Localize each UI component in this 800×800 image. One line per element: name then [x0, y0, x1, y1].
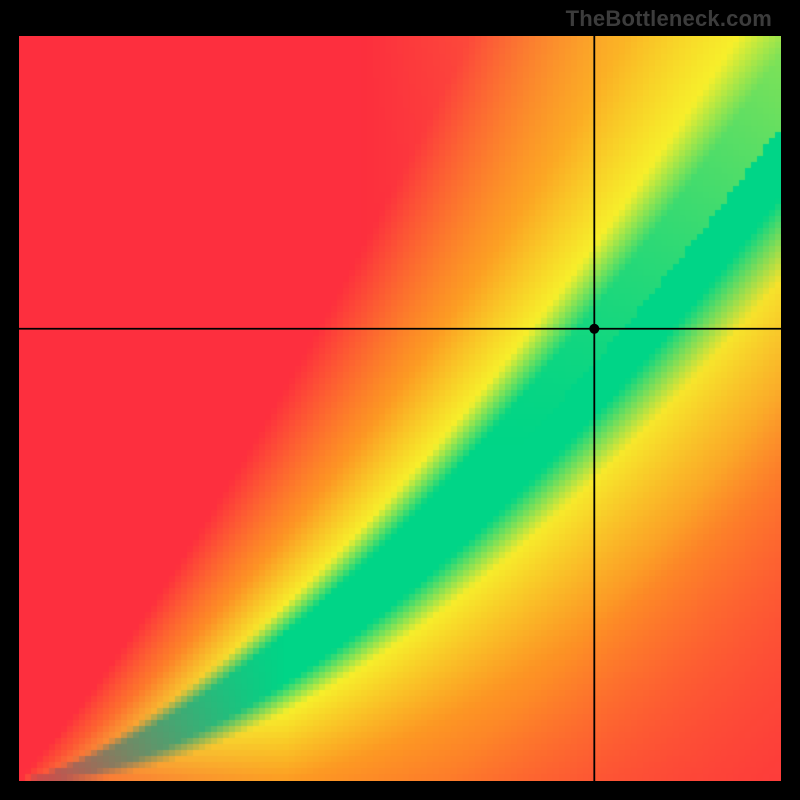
heatmap-canvas — [19, 36, 781, 781]
watermark-text: TheBottleneck.com — [566, 6, 772, 32]
plot-area — [19, 36, 781, 781]
chart-frame: TheBottleneck.com — [0, 0, 800, 800]
